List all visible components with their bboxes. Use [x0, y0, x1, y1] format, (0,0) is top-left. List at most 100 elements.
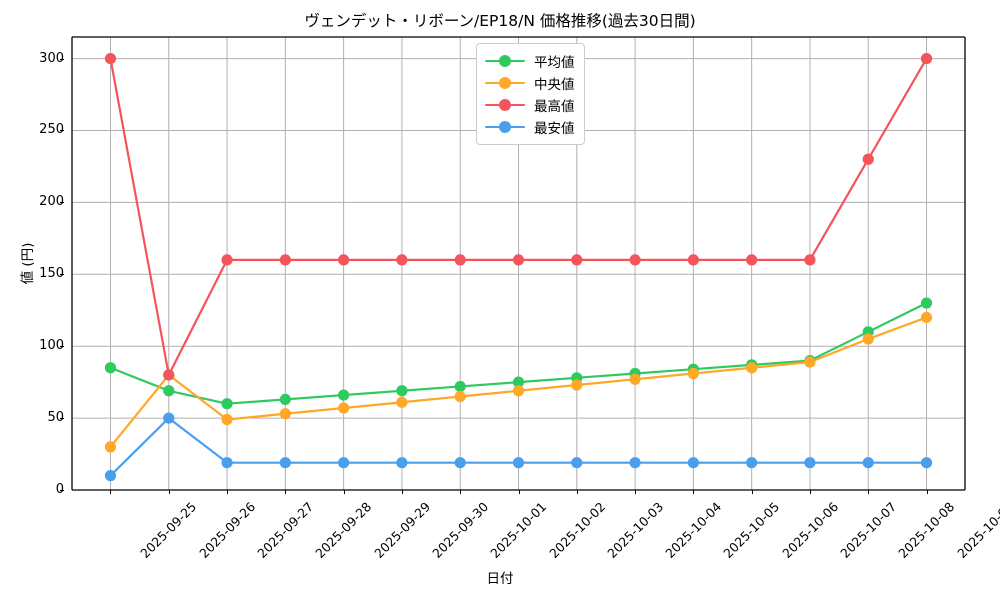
x-tick-label: 2025-10-04 [662, 499, 725, 561]
data-point [279, 254, 291, 266]
legend-item[interactable]: 中央値 [485, 72, 575, 94]
x-tick-label: 2025-10-08 [895, 499, 958, 561]
x-tick-mark [868, 490, 870, 494]
legend-item[interactable]: 最高値 [485, 94, 575, 116]
data-point [687, 367, 699, 380]
x-tick-label: 2025-10-06 [778, 499, 841, 561]
x-tick-mark [576, 490, 578, 494]
x-tick-label: 2025-10-02 [545, 499, 608, 561]
y-tick-label: 50 [47, 410, 64, 426]
chart-legend: 平均値中央値 最高値最安値 [476, 43, 585, 145]
data-point [279, 393, 291, 405]
data-point [687, 254, 699, 266]
data-point [279, 457, 291, 469]
legend-label: 中央値 [534, 77, 575, 93]
x-tick-label: 2025-10-09 [953, 499, 1000, 561]
x-tick-label: 2025-09-30 [429, 499, 492, 561]
y-tick-label: 250 [39, 122, 64, 138]
data-point [746, 254, 758, 266]
data-point [221, 254, 233, 266]
y-tick-mark [60, 418, 64, 420]
data-point [920, 311, 933, 324]
data-point [338, 457, 350, 469]
data-point [862, 153, 874, 165]
data-point [454, 254, 466, 266]
x-tick-label: 2025-10-05 [720, 499, 783, 561]
data-point [571, 379, 583, 391]
y-tick-mark [60, 130, 64, 132]
x-tick-label: 2025-09-29 [370, 499, 433, 561]
data-point [454, 457, 466, 469]
x-axis-tick-labels: 2025-09-25 2025-09-26 2025-09-27 2025-09-28… [0, 490, 1000, 590]
legend-marker-icon [499, 77, 511, 89]
x-tick-mark [285, 490, 287, 494]
data-point [104, 362, 117, 374]
data-point [338, 389, 350, 401]
data-point [221, 457, 233, 469]
data-point [396, 396, 408, 408]
data-point [338, 402, 350, 414]
x-tick-label: 2025-09-28 [312, 499, 375, 561]
y-tick-label: 300 [39, 50, 64, 66]
legend-item[interactable]: 平均値 [485, 50, 575, 72]
y-tick-mark [60, 202, 64, 204]
data-point [454, 390, 466, 403]
data-point [862, 457, 874, 469]
data-point [862, 333, 874, 345]
data-point [687, 457, 699, 469]
legend-marker-icon [499, 99, 511, 111]
legend-swatch [485, 98, 525, 112]
legend-marker-icon [499, 121, 511, 133]
legend-marker-icon [499, 55, 511, 67]
data-point [104, 441, 117, 453]
y-tick-label: 0 [4, 482, 64, 497]
data-point [104, 470, 117, 482]
data-point [804, 356, 816, 368]
x-tick-mark [693, 490, 695, 494]
data-point [571, 457, 583, 469]
legend-swatch [485, 120, 525, 134]
data-point [571, 254, 583, 266]
x-tick-mark [809, 490, 811, 494]
data-point [279, 408, 291, 420]
y-tick-mark [60, 490, 64, 491]
data-point [221, 398, 233, 410]
data-point [338, 254, 350, 266]
y-axis-tick-labels: 0 50 100 150 200 250 300 [0, 37, 64, 497]
x-tick-label: 2025-09-25 [137, 499, 200, 561]
x-tick-label: 2025-10-07 [837, 499, 900, 561]
x-tick-mark [401, 490, 403, 494]
data-point [512, 385, 525, 397]
data-point [221, 413, 233, 426]
data-point [920, 297, 933, 309]
data-point [512, 376, 525, 388]
y-tick-mark [60, 274, 64, 276]
x-tick-label: 2025-10-03 [604, 499, 667, 561]
data-point [629, 373, 641, 385]
data-point [629, 254, 641, 266]
data-point [163, 412, 175, 424]
x-tick-mark [460, 490, 462, 494]
data-point [746, 362, 758, 374]
x-tick-mark [110, 490, 112, 494]
data-point [512, 457, 525, 469]
data-point [746, 457, 758, 469]
x-tick-mark [343, 490, 345, 494]
chart-title: ヴェンデット・リボーン/EP18/N 価格推移(過去30日間) [304, 12, 696, 30]
data-point [454, 380, 466, 393]
legend-item[interactable]: 最安値 [485, 116, 575, 138]
data-point [512, 254, 525, 266]
x-tick-mark [751, 490, 753, 494]
y-tick-label: 200 [39, 194, 64, 210]
x-axis-label: 日付 [486, 571, 514, 587]
data-point [163, 369, 175, 381]
legend-label: 最安値 [534, 121, 575, 137]
x-tick-mark [518, 490, 520, 494]
x-tick-mark [168, 490, 170, 494]
legend-swatch [485, 54, 525, 68]
x-tick-mark [635, 490, 637, 494]
data-point [920, 457, 933, 469]
data-point [629, 457, 641, 469]
data-point [396, 457, 408, 469]
